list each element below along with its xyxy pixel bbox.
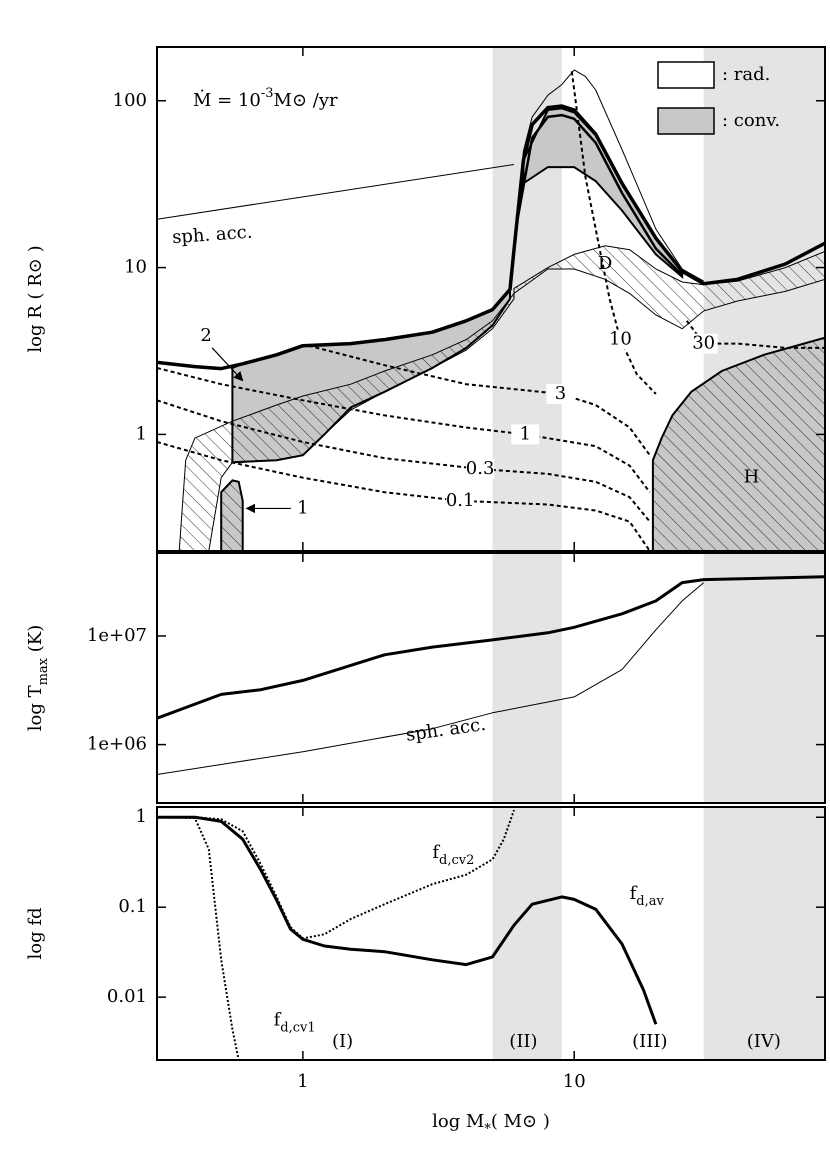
annotation: H (744, 467, 760, 488)
series-label-part: d,cv2 (439, 853, 474, 868)
region-hatch (179, 293, 514, 551)
y-axis-label: log Tmax (K) (25, 625, 51, 731)
series-label-part: f (630, 883, 638, 904)
formula-part: -3 (261, 86, 274, 101)
contour-label-bg (546, 383, 575, 404)
contour-label-bg (689, 333, 718, 354)
line (157, 164, 515, 220)
y-tick-label: 1 (136, 423, 147, 444)
panel (157, 47, 825, 551)
x-axis-label-part: log M (432, 1111, 484, 1132)
series-label: sph. acc. (405, 714, 488, 746)
frame (156, 552, 826, 804)
region-hatch (221, 480, 243, 551)
legend-swatch (657, 61, 715, 89)
contour-label-bg (466, 459, 495, 480)
contour-label: 30 (692, 333, 715, 354)
series-label-part: f (432, 842, 440, 863)
contour (570, 71, 657, 395)
line (516, 113, 684, 277)
series-label-part: d,cv1 (280, 1020, 315, 1035)
series-label-part: d,av (636, 894, 664, 909)
region-hatch (652, 337, 825, 551)
series-label: fd,cv2 (432, 842, 474, 868)
x-axis-label-part: * (484, 1122, 491, 1137)
formula-part: Ṁ = 10 (193, 88, 261, 111)
band (492, 807, 562, 1060)
line (157, 575, 825, 720)
contour (157, 367, 651, 493)
formula: Ṁ = 10-3M⊙ /yr (193, 86, 338, 111)
phase-label: (III) (632, 1031, 667, 1052)
annotation: D (598, 253, 612, 274)
series-label-part: f (274, 1009, 282, 1030)
y-tick-label: 1e+07 (87, 625, 147, 646)
panel (157, 807, 825, 1060)
contour-label-bg (606, 329, 635, 350)
band (703, 553, 825, 803)
line (157, 582, 705, 775)
region (513, 245, 825, 330)
series-label: fd,av (630, 883, 665, 909)
contour-label: 0.3 (466, 458, 495, 479)
contour-label-bg (511, 424, 540, 445)
annotation: 2 (200, 325, 211, 346)
y-axis-label-part: (K) (25, 625, 46, 658)
annotation: 1 (297, 497, 308, 518)
y-tick-label: 0.01 (107, 986, 147, 1007)
phase-label: (IV) (747, 1031, 781, 1052)
y-tick-label: 1 (136, 806, 147, 827)
band (703, 807, 825, 1060)
line (513, 69, 704, 282)
y-axis-label-part: max (36, 657, 51, 685)
formula-part: M⊙ /yr (274, 90, 338, 111)
x-tick-label: 10 (563, 1071, 586, 1092)
y-tick-label: 1e+06 (87, 734, 147, 755)
series-label: fd,cv1 (274, 1009, 316, 1035)
y-axis-label-part: log T (25, 685, 46, 731)
x-tick-label: 1 (297, 1071, 308, 1092)
contour-label: 0.1 (446, 490, 475, 511)
line (157, 809, 515, 940)
line (157, 816, 240, 1060)
annotation-arrow (211, 347, 244, 382)
contour-label-bg (446, 490, 475, 511)
y-axis-label: log fd (25, 907, 46, 959)
contour (308, 344, 651, 456)
frame (156, 806, 826, 1061)
y-tick-label: 0.1 (118, 896, 147, 917)
frame (156, 46, 826, 552)
band (492, 553, 562, 803)
phase-label: (II) (509, 1031, 537, 1052)
legend-label: : conv. (722, 110, 780, 131)
line (157, 815, 658, 1025)
legend-label: : rad. (722, 64, 770, 85)
x-axis-label: log M*( M⊙ ) (432, 1111, 550, 1137)
y-axis-label: log R ( R⊙ ) (25, 245, 46, 352)
contour-label: 1 (520, 423, 531, 444)
region-hatch (514, 245, 825, 329)
y-tick-label: 100 (113, 90, 147, 111)
series-label: sph. acc. (171, 222, 253, 249)
panel (157, 553, 825, 803)
x-axis-label-part: ( M⊙ ) (491, 1111, 550, 1132)
contour-label: 10 (609, 329, 632, 350)
contour-label: 3 (555, 383, 566, 404)
legend-swatch (657, 107, 715, 135)
phase-label: (I) (332, 1031, 353, 1052)
y-tick-label: 10 (124, 257, 147, 278)
